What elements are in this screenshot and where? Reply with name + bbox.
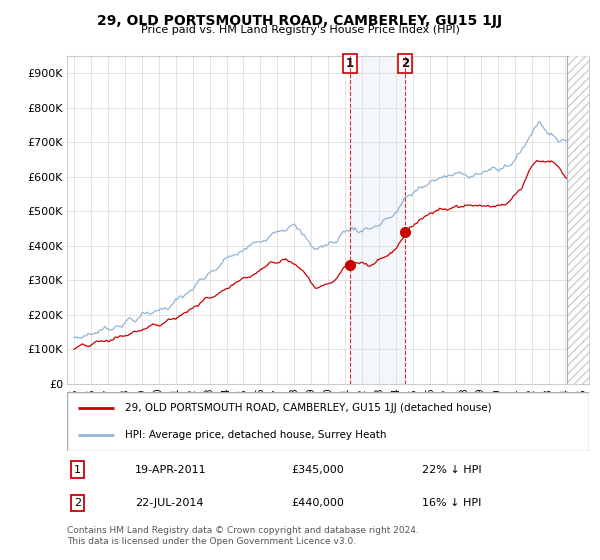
Bar — [567, 56, 589, 384]
Text: £345,000: £345,000 — [292, 464, 344, 474]
Text: 1: 1 — [74, 464, 81, 474]
Text: 22-JUL-2014: 22-JUL-2014 — [135, 498, 203, 508]
Text: Price paid vs. HM Land Registry's House Price Index (HPI): Price paid vs. HM Land Registry's House … — [140, 25, 460, 35]
Text: 29, OLD PORTSMOUTH ROAD, CAMBERLEY, GU15 1JJ: 29, OLD PORTSMOUTH ROAD, CAMBERLEY, GU15… — [97, 14, 503, 28]
Text: 2: 2 — [401, 57, 409, 70]
Text: 2: 2 — [74, 498, 81, 508]
Text: 1: 1 — [346, 57, 354, 70]
Text: 29, OLD PORTSMOUTH ROAD, CAMBERLEY, GU15 1JJ (detached house): 29, OLD PORTSMOUTH ROAD, CAMBERLEY, GU15… — [125, 403, 491, 413]
FancyBboxPatch shape — [67, 392, 589, 451]
Bar — [350, 56, 406, 384]
Text: 19-APR-2011: 19-APR-2011 — [135, 464, 206, 474]
Text: £440,000: £440,000 — [292, 498, 344, 508]
Text: 22% ↓ HPI: 22% ↓ HPI — [422, 464, 482, 474]
Text: HPI: Average price, detached house, Surrey Heath: HPI: Average price, detached house, Surr… — [125, 430, 386, 440]
Text: Contains HM Land Registry data © Crown copyright and database right 2024.
This d: Contains HM Land Registry data © Crown c… — [67, 526, 419, 546]
Text: 16% ↓ HPI: 16% ↓ HPI — [422, 498, 482, 508]
